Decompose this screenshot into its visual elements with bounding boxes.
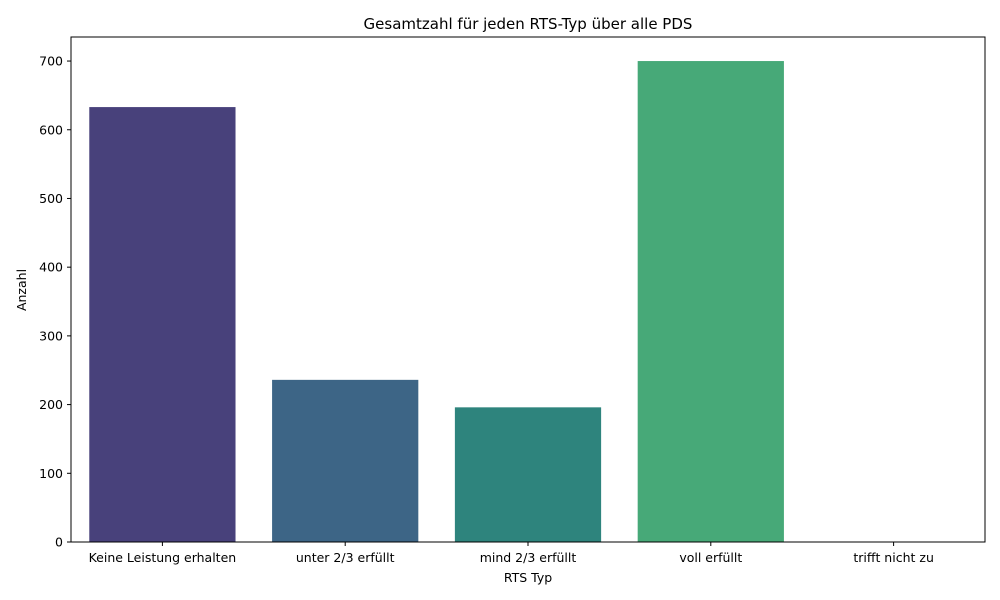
x-tick-label-1: unter 2/3 erfüllt [296,550,395,565]
y-tick-label-5: 500 [39,191,63,206]
x-tick-label-3: voll erfüllt [679,550,742,565]
y-axis-ticks: 0 100 200 300 400 500 600 700 [39,54,71,550]
plot-frame [70,36,986,543]
x-tick-label-0: Keine Leistung erhalten [89,550,237,565]
chart-title: Gesamtzahl für jeden RTS-Typ über alle P… [364,15,693,33]
y-tick-label-6: 600 [39,122,63,137]
x-axis-ticks: Keine Leistung erhalten unter 2/3 erfüllt… [89,542,934,565]
bar-2 [454,407,602,542]
y-tick-label-1: 100 [39,466,63,481]
y-tick-label-0: 0 [55,535,63,550]
bar-1 [272,379,419,542]
y-tick-label-2: 200 [39,397,63,412]
bars-group [89,61,784,543]
y-tick-label-4: 400 [39,260,63,275]
bar-0 [89,107,236,542]
y-axis-label: Anzahl [14,269,29,311]
x-axis-label: RTS Typ [504,570,552,585]
y-tick-label-7: 700 [39,54,63,69]
bar-3 [637,61,784,543]
y-tick-label-3: 300 [39,328,63,343]
x-tick-label-4: trifft nicht zu [853,550,934,565]
x-tick-label-2: mind 2/3 erfüllt [480,550,577,565]
